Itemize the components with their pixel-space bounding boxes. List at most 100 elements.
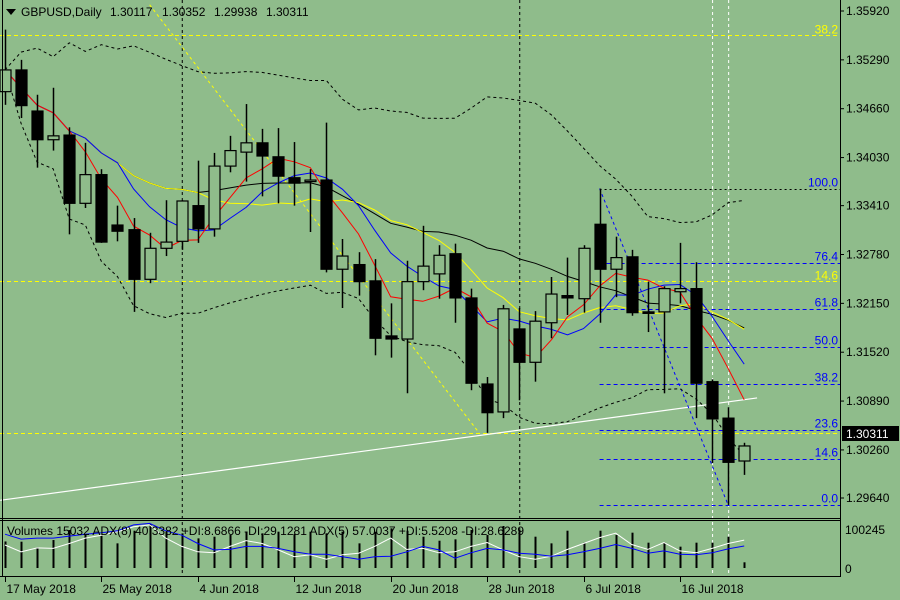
- bull-candle-body: [417, 265, 430, 283]
- bull-candle-body: [208, 165, 221, 230]
- candle: [240, 104, 253, 182]
- header-open: 1.30117: [110, 5, 153, 19]
- bear-candle-body: [15, 69, 28, 107]
- moving-average-5: [4, 69, 745, 401]
- candle: [369, 259, 382, 356]
- volume-axis-min: 0: [845, 562, 852, 576]
- price-tick-label: 1.33410: [846, 199, 890, 213]
- adx8-line: [4, 522, 745, 560]
- bull-candle-body: [304, 179, 317, 183]
- bear-candle-body: [513, 328, 526, 363]
- bear-candle-body: [465, 297, 478, 384]
- candle: [320, 122, 333, 273]
- date-tick-label: 16 Jul 2018: [682, 582, 744, 596]
- candle: [63, 127, 76, 235]
- blue-fib-level-label: 61.8: [815, 296, 839, 310]
- candle: [513, 308, 526, 401]
- candle: [304, 169, 317, 233]
- header-high: 1.30352: [162, 5, 206, 19]
- date-tick-label: 6 Jul 2018: [586, 582, 642, 596]
- price-tick-label: 1.31520: [846, 345, 890, 359]
- candle: [674, 242, 687, 304]
- bear-candle-body: [320, 179, 333, 270]
- bear-candle-body: [192, 205, 205, 230]
- bull-candle-body: [176, 200, 189, 242]
- candle: [336, 238, 349, 309]
- candle: [79, 142, 92, 208]
- bull-candle-body: [674, 288, 687, 293]
- collapse-triangle-icon[interactable]: [6, 9, 16, 15]
- candle: [529, 311, 542, 382]
- date-tick-label: 4 Jun 2018: [200, 582, 260, 596]
- candle: [224, 135, 237, 173]
- bull-candle-body: [529, 320, 542, 363]
- candle: [545, 276, 558, 339]
- axes: 1.35920 1.35290 1.34660 1.34030 1.33410 1.327…: [5, 4, 890, 596]
- volume-axis-max: 100245: [845, 523, 885, 537]
- price-tick-label: 1.30890: [846, 394, 890, 408]
- bull-candle-body: [497, 308, 510, 413]
- candle: [417, 225, 430, 291]
- candle: [256, 128, 269, 197]
- candle: [497, 304, 510, 419]
- blue-fib-level-label: 50.0: [815, 334, 839, 348]
- current-price-label: 1.30311: [846, 427, 889, 441]
- candle: [401, 260, 414, 394]
- date-tick-label: 20 Jun 2018: [393, 582, 459, 596]
- candle: [594, 188, 607, 323]
- header-close: 1.30311: [266, 5, 309, 19]
- blue-fib-level-label: 14.6: [815, 446, 839, 460]
- yellow-fib-level-label: 38.2: [815, 23, 839, 37]
- candle: [288, 142, 301, 206]
- blue-fib-level-label: 23.6: [815, 417, 839, 431]
- candle: [15, 59, 28, 119]
- bear-candle-body: [63, 134, 76, 204]
- price-tick-label: 1.35290: [846, 53, 890, 67]
- bear-candle-body: [385, 335, 398, 340]
- bull-candle-body: [738, 445, 751, 462]
- candle: [385, 303, 398, 358]
- candle: [111, 205, 124, 242]
- adx5-line: [4, 524, 745, 560]
- bear-candle-body: [256, 142, 269, 157]
- candle: [144, 232, 157, 284]
- bull-candle-body: [610, 257, 623, 270]
- bear-candle-body: [272, 156, 285, 177]
- bull-candle-body: [79, 174, 92, 204]
- candle: [465, 288, 478, 391]
- bear-candle-body: [706, 381, 719, 420]
- bear-candle-body: [369, 280, 382, 339]
- date-tick-label: 28 Jun 2018: [489, 582, 555, 596]
- bull-candle-body: [47, 135, 60, 141]
- price-tick-label: 1.29640: [846, 491, 890, 505]
- blue-fib-level-label: 100.0: [808, 176, 838, 190]
- price-tick-label: 1.32780: [846, 247, 890, 261]
- indicator-label: Volumes 15032 ADX(8) 40.3382 +DI:8.6866 …: [7, 524, 524, 538]
- price-tick-label: 1.35920: [846, 4, 890, 18]
- price-tick-label: 1.34660: [846, 102, 890, 116]
- candle: [481, 377, 494, 433]
- bull-candle-body: [545, 293, 558, 324]
- price-tick-label: 1.30260: [846, 443, 890, 457]
- yellow-fib-level-label: 14.6: [815, 269, 839, 283]
- yellow-trendline: [149, 4, 480, 434]
- candle: [561, 257, 574, 315]
- bull-candle-body: [433, 254, 446, 275]
- candle: [208, 152, 221, 237]
- date-tick-label: 12 Jun 2018: [296, 582, 362, 596]
- blue-fib-level-label: 0.0: [821, 492, 838, 506]
- bear-candle-body: [626, 256, 639, 314]
- candle: [738, 442, 751, 475]
- candle: [353, 252, 366, 296]
- bear-candle-body: [353, 263, 366, 283]
- candle: [449, 243, 462, 323]
- bull-candle-body: [240, 142, 253, 153]
- moving-average-13: [4, 69, 745, 330]
- candles: [0, 29, 751, 505]
- bear-candle-body: [288, 177, 301, 184]
- current-price-marker: 1.30311: [842, 426, 899, 441]
- candle: [176, 200, 189, 250]
- bull-candle-body: [336, 255, 349, 270]
